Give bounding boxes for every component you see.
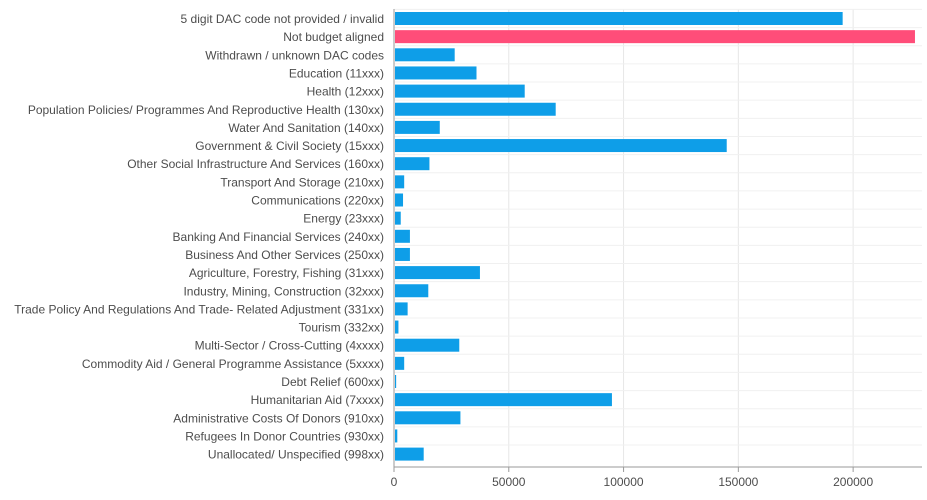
x-tick-label: 200000: [833, 475, 873, 489]
bar[interactable]: [395, 139, 727, 153]
bar[interactable]: [395, 375, 397, 388]
category-label: Tourism (332xx): [299, 321, 384, 335]
bar[interactable]: [395, 102, 556, 116]
bar[interactable]: [395, 193, 404, 207]
bar[interactable]: [395, 12, 843, 25]
category-label: Banking And Financial Services (240xx): [173, 230, 384, 244]
category-label: Water And Sanitation (140xx): [228, 121, 384, 135]
category-label: Population Policies/ Programmes And Repr…: [28, 103, 384, 117]
category-label: Not budget aligned: [283, 30, 384, 44]
category-label: Government & Civil Society (15xxx): [195, 139, 384, 153]
grid-layer: [394, 8, 922, 467]
category-label-layer: 5 digit DAC code not provided / invalid N…: [14, 12, 384, 462]
bar[interactable]: [395, 320, 399, 334]
category-label: Commodity Aid / General Programme Assist…: [82, 357, 384, 371]
category-label: Administrative Costs Of Donors (910xx): [173, 411, 384, 425]
bar[interactable]: [395, 229, 410, 243]
category-label: Unallocated/ Unspecified (998xx): [208, 448, 384, 462]
bar[interactable]: [395, 393, 612, 407]
bar[interactable]: [395, 120, 440, 134]
bar[interactable]: [395, 356, 405, 370]
category-label: Health (12xxx): [307, 85, 384, 99]
x-tick-label: 0: [391, 475, 398, 489]
category-label: 5 digit DAC code not provided / invalid: [181, 12, 384, 26]
bar[interactable]: [395, 30, 915, 44]
bar[interactable]: [395, 157, 430, 171]
bar[interactable]: [395, 84, 525, 98]
axis-layer: 0 50000 100000 150000 200000: [391, 9, 922, 489]
category-label: Communications (220xx): [251, 194, 384, 208]
bar[interactable]: [395, 211, 401, 225]
category-label: Transport And Storage (210xx): [220, 175, 384, 189]
bar[interactable]: [395, 302, 408, 316]
category-label: Other Social Infrastructure And Services…: [127, 157, 384, 171]
bar[interactable]: [395, 338, 460, 352]
bar[interactable]: [395, 66, 477, 80]
bar[interactable]: [395, 429, 398, 443]
x-tick-label: 50000: [492, 475, 526, 489]
bar[interactable]: [395, 284, 429, 298]
category-label: Education (11xxx): [289, 66, 384, 80]
bar-layer: [395, 12, 915, 461]
category-label: Refugees In Donor Countries (930xx): [185, 429, 384, 443]
category-label: Humanitarian Aid (7xxxx): [251, 393, 384, 407]
x-tick-label: 100000: [604, 475, 644, 489]
category-label: Industry, Mining, Construction (32xxx): [183, 284, 384, 298]
category-label: Agriculture, Forestry, Fishing (31xxx): [189, 266, 384, 280]
bar[interactable]: [395, 447, 424, 461]
category-label: Withdrawn / unknown DAC codes: [205, 48, 384, 62]
bar[interactable]: [395, 48, 455, 62]
bar[interactable]: [395, 175, 405, 189]
category-label: Multi-Sector / Cross-Cutting (4xxxx): [195, 339, 384, 353]
bar[interactable]: [395, 411, 461, 425]
category-label: Business And Other Services (250xx): [185, 248, 384, 262]
category-label: Energy (23xxx): [303, 212, 384, 226]
bar[interactable]: [395, 266, 480, 280]
category-label: Trade Policy And Regulations And Trade- …: [14, 302, 384, 316]
bar[interactable]: [395, 247, 410, 261]
category-label: Debt Relief (600xx): [281, 375, 384, 389]
x-tick-label: 150000: [718, 475, 758, 489]
